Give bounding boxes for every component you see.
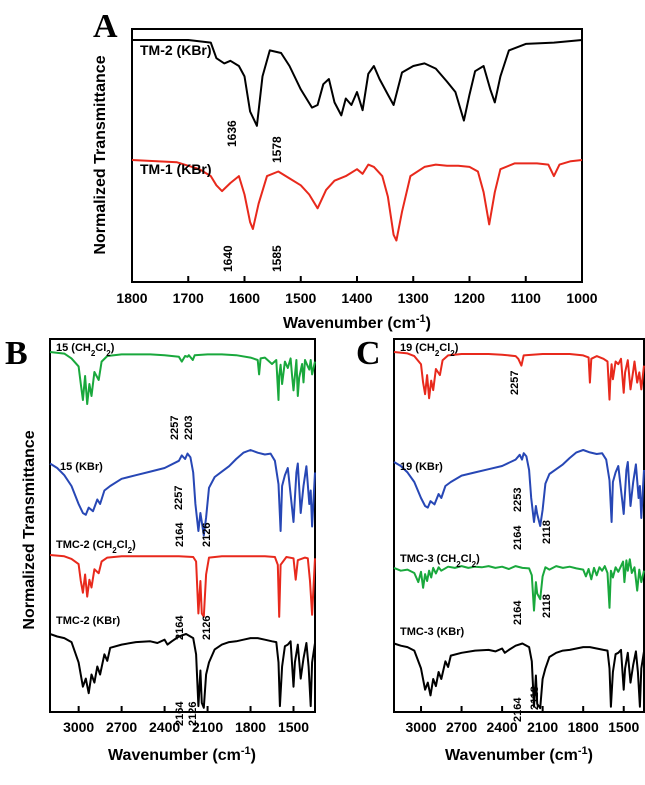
series-label-15-ch2cl2: 15 (CH2Cl2)	[56, 342, 115, 358]
peak-label-2164: 2164	[174, 522, 186, 547]
series-label-tm-2: TM-2 (KBr)	[140, 42, 212, 58]
peak-label-1640: 1640	[221, 245, 235, 272]
x-tick-label: 2700	[446, 719, 477, 735]
series-label-tmc-2-kbr: TMC-2 (KBr)	[56, 615, 120, 627]
series-line	[393, 351, 645, 401]
x-tick-label: 2400	[149, 719, 180, 735]
panel-a: A Normalized Transmittance Wavenumber (c…	[92, 8, 598, 332]
peak-label-2164: 2164	[512, 697, 524, 722]
x-tick-label: 1500	[608, 719, 639, 735]
panel-b-frame	[49, 338, 316, 713]
series-line	[49, 554, 316, 618]
series-label-tmc-3-kbr: TMC-3 (KBr)	[400, 626, 464, 638]
panel-b-series	[49, 351, 316, 709]
panel-a-y-axis-title: Normalized Transmittance	[92, 55, 109, 254]
x-tick-label: 3000	[63, 719, 94, 735]
peak-label-2126: 2126	[187, 702, 199, 726]
x-tick-label: 1600	[229, 290, 260, 306]
x-tick-label: 3000	[405, 719, 436, 735]
x-tick-label: 1800	[568, 719, 599, 735]
peak-label-2118: 2118	[529, 686, 541, 710]
series-line	[131, 159, 583, 242]
series-line	[393, 449, 645, 527]
peak-label-2257: 2257	[173, 486, 185, 510]
panel-b-x-axis-title: Wavenumber (cm-1)	[108, 745, 256, 764]
x-tick-label: 1500	[278, 719, 309, 735]
series-line	[49, 633, 316, 709]
x-tick-label: 1300	[398, 290, 429, 306]
x-tick-label: 1000	[566, 290, 597, 306]
x-tick-label: 1400	[341, 290, 372, 306]
panel-b: B Normalized Transmittance Wavenumber (c…	[5, 335, 316, 764]
peak-label-2118: 2118	[541, 520, 553, 544]
peak-label-2257: 2257	[169, 416, 181, 440]
peak-label-1585: 1585	[270, 245, 284, 272]
series-label-19-ch2cl2: 19 (CH2Cl2)	[400, 342, 459, 358]
x-tick-label: 1500	[285, 290, 316, 306]
panel-b-letter: B	[5, 335, 28, 372]
series-label-tm-1: TM-1 (KBr)	[140, 161, 212, 177]
x-tick-label: 2100	[192, 719, 223, 735]
peak-label-2126: 2126	[201, 523, 213, 547]
x-tick-label: 1100	[511, 290, 542, 306]
peak-label-2203: 2203	[183, 416, 195, 440]
series-line	[49, 449, 316, 537]
series-label-19-kbr: 19 (KBr)	[400, 461, 443, 473]
peak-label-2164: 2164	[512, 600, 524, 625]
panel-a-series	[131, 39, 583, 242]
panel-c: C Wavenumber (cm-1) 3000 2700 2400 2100 1800…	[356, 335, 645, 764]
x-tick-label: 1700	[173, 290, 204, 306]
peak-label-2253: 2253	[512, 488, 524, 512]
peak-label-2164: 2164	[174, 615, 186, 640]
panel-c-x-axis-title: Wavenumber (cm-1)	[445, 745, 593, 764]
x-tick-label: 2700	[106, 719, 137, 735]
x-tick-label: 1800	[116, 290, 147, 306]
panel-c-series	[393, 351, 645, 710]
panel-c-letter: C	[356, 335, 381, 372]
panel-a-x-axis-title: Wavenumber (cm-1)	[283, 313, 431, 332]
panel-b-y-axis-title: Normalized Transmittance	[21, 430, 38, 629]
x-tick-label: 1800	[235, 719, 266, 735]
series-label-tmc-3-ch2cl2: TMC-3 (CH2Cl2)	[400, 553, 480, 569]
series-line	[49, 351, 316, 405]
x-tick-label: 2100	[527, 719, 558, 735]
peak-label-2164: 2164	[174, 701, 186, 726]
peak-label-2126: 2126	[201, 616, 213, 640]
series-line	[132, 39, 583, 127]
peak-label-1578: 1578	[270, 136, 284, 163]
panel-a-letter: A	[93, 8, 118, 45]
peak-label-2257: 2257	[509, 371, 521, 395]
series-line	[393, 558, 645, 612]
series-label-tmc-2-ch2cl2: TMC-2 (CH2Cl2)	[56, 539, 136, 555]
series-label-15-kbr: 15 (KBr)	[60, 461, 103, 473]
x-tick-label: 1200	[454, 290, 485, 306]
peak-label-2164: 2164	[512, 525, 524, 550]
panel-a-frame	[131, 28, 583, 283]
panel-b-ticks: 3000 2700 2400 2100 1800 1500	[63, 706, 309, 735]
panel-a-ticks: 1800 1700 1600 1500 1400 1300 1200 1100 1000	[116, 276, 598, 306]
peak-label-2118: 2118	[541, 594, 553, 618]
series-line	[393, 642, 645, 710]
x-tick-label: 2400	[487, 719, 518, 735]
panel-c-frame	[393, 338, 645, 713]
peak-label-1636: 1636	[225, 120, 239, 147]
panel-c-ticks: 3000 2700 2400 2100 1800 1500	[405, 706, 640, 735]
